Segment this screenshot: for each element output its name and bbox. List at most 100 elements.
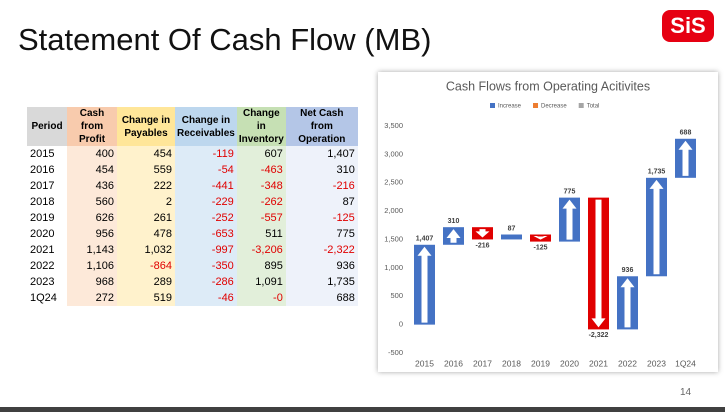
chart-title: Cash Flows from Operating Acitivites xyxy=(446,79,650,93)
table-cell: -2,322 xyxy=(285,242,358,258)
table-cell: 2016 xyxy=(27,162,67,178)
x-tick-label: 2017 xyxy=(473,358,492,368)
table-cell: -252 xyxy=(175,210,237,226)
header-row: Period Cash from Profit Change in Payables… xyxy=(27,107,358,146)
table-cell: -997 xyxy=(175,242,237,258)
data-label: -125 xyxy=(533,244,547,251)
column-header: Cash from Profit xyxy=(67,107,117,146)
chart: Cash Flows from Operating Acitivites Incr… xyxy=(384,79,696,368)
table-cell: -125 xyxy=(285,210,358,226)
legend-label: Decrease xyxy=(541,104,567,110)
data-label: 775 xyxy=(564,188,576,195)
y-tick-label: 0 xyxy=(399,320,403,329)
y-tick-label: 1,000 xyxy=(384,263,403,272)
table-cell: 1,143 xyxy=(67,242,117,258)
table-cell: 968 xyxy=(67,274,117,290)
y-tick-label: 2,500 xyxy=(384,178,403,187)
y-tick-label: 2,000 xyxy=(384,206,403,215)
table-cell: 454 xyxy=(67,162,117,178)
legend-swatch xyxy=(578,103,584,108)
table-cell: -864 xyxy=(117,258,175,274)
table-row: 2020 956 478 -653 511 775 xyxy=(27,226,358,242)
logo: SiS xyxy=(662,10,714,42)
table-row: 2022 1,106 -864 -350 895 936 xyxy=(27,258,358,274)
table-cell: -348 xyxy=(236,178,286,194)
x-tick-label: 2022 xyxy=(618,358,637,368)
table-cell: 1,032 xyxy=(117,242,175,258)
table-cell: 956 xyxy=(67,226,117,242)
legend-swatch xyxy=(533,103,539,108)
table-row: 2017 436 222 -441 -348 -216 xyxy=(27,178,358,194)
slide-title: Statement Of Cash Flow (MB) xyxy=(18,22,432,57)
arrow-icon xyxy=(649,179,664,275)
table-row: 1Q24 272 519 -46 -0 688 xyxy=(27,290,358,306)
table-cell: 559 xyxy=(117,162,175,178)
x-tick-label: 2021 xyxy=(589,358,608,368)
table-cell: 688 xyxy=(285,290,358,306)
data-label: 310 xyxy=(448,218,460,225)
data-label: -216 xyxy=(475,242,489,249)
table-cell: -216 xyxy=(285,178,358,194)
arrow-icon xyxy=(417,246,432,323)
table-row: 2023 968 289 -286 1,091 1,735 xyxy=(27,274,358,290)
table-cell: 1,407 xyxy=(285,146,358,162)
x-tick-label: 2016 xyxy=(444,358,463,368)
table-cell: 310 xyxy=(285,162,358,178)
table-cell: 454 xyxy=(117,146,175,162)
data-label: 87 xyxy=(508,225,516,232)
table-body: 2015 400 454 -119 607 1,407 2016 454 559 -54 -463 3… xyxy=(27,146,358,306)
cash-flow-table: Period Cash from Profit Change in Payables… xyxy=(27,107,358,306)
data-label: 936 xyxy=(622,267,634,274)
legend-label: Total xyxy=(587,104,600,110)
y-tick-label: 500 xyxy=(390,291,403,300)
column-header: Change in Payables xyxy=(117,107,175,146)
table-cell: -350 xyxy=(175,258,237,274)
table-cell: 2022 xyxy=(27,258,67,274)
data-label: 688 xyxy=(680,130,692,137)
arrow-icon xyxy=(475,229,490,238)
table-cell: 560 xyxy=(67,194,117,210)
table-cell: 1,091 xyxy=(236,274,286,290)
page-number: 14 xyxy=(680,387,692,398)
table-cell: -653 xyxy=(175,226,237,242)
table-cell: 511 xyxy=(236,226,286,242)
table-cell: 261 xyxy=(117,210,175,226)
column-header: Period xyxy=(27,107,67,146)
table-cell: 519 xyxy=(117,290,175,306)
x-tick-label: 2023 xyxy=(647,358,666,368)
table-cell: 478 xyxy=(117,226,175,242)
table-cell: 2019 xyxy=(27,210,67,226)
table-cell: 2023 xyxy=(27,274,67,290)
table-cell: 87 xyxy=(285,194,358,210)
data-label: -2,322 xyxy=(589,332,609,339)
legend-label: Increase xyxy=(498,104,522,110)
footer-bar xyxy=(0,407,725,412)
table-cell: -119 xyxy=(175,146,237,162)
table-cell: 222 xyxy=(117,178,175,194)
arrow-icon xyxy=(591,199,606,328)
table-cell: -286 xyxy=(175,274,237,290)
x-tick-label: 1Q24 xyxy=(675,358,696,368)
table-cell: 436 xyxy=(67,178,117,194)
table-cell: 2021 xyxy=(27,242,67,258)
data-label: 1,407 xyxy=(416,236,434,243)
table-row: 2018 560 2 -229 -262 87 xyxy=(27,194,358,210)
table-cell: 272 xyxy=(67,290,117,306)
table-cell: 2020 xyxy=(27,226,67,242)
bar xyxy=(501,234,522,240)
table-cell: 936 xyxy=(285,258,358,274)
chart-box: Cash Flows from Operating Acitivites Incr… xyxy=(378,72,718,372)
y-tick-label: 1,500 xyxy=(384,234,403,243)
table-row: 2019 626 261 -252 -557 -125 xyxy=(27,210,358,226)
table-cell: -229 xyxy=(175,194,237,210)
table-cell: 775 xyxy=(285,226,358,242)
table-cell: 400 xyxy=(67,146,117,162)
table-cell: 289 xyxy=(117,274,175,290)
table-row: 2016 454 559 -54 -463 310 xyxy=(27,162,358,178)
data-label: 1,735 xyxy=(648,169,666,176)
table-cell: -46 xyxy=(175,290,237,306)
table-cell: -441 xyxy=(175,178,237,194)
y-tick-label: -500 xyxy=(388,348,403,357)
column-header: Change in Inventory xyxy=(236,107,286,146)
